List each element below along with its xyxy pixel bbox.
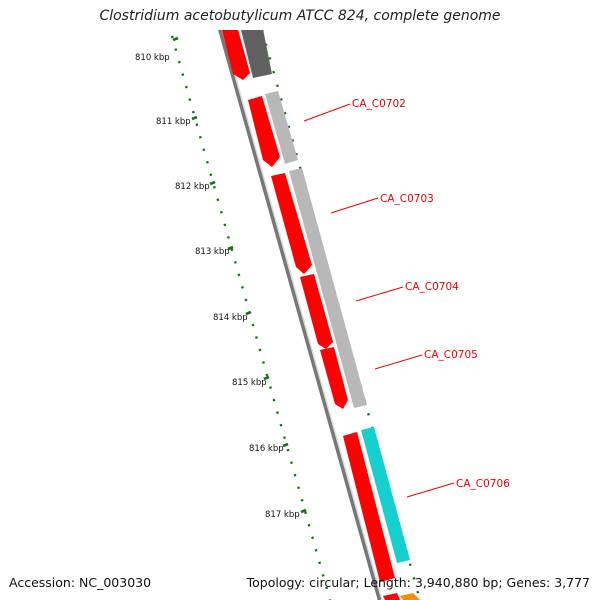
tick-label-815: 815 kbp [232,378,267,388]
gene-label-CA_C0702[interactable]: CA_C0702 [352,98,406,110]
tick-label-812: 812 kbp [175,182,210,192]
cds-arrow-0705 [320,347,348,409]
leader-CA_C0703 [330,197,379,214]
gene-label-CA_C0704[interactable]: CA_C0704 [405,281,459,293]
cds-arrow-0702 [248,96,280,167]
leader-CA_C0702 [303,103,351,122]
gene-label-CA_C0705[interactable]: CA_C0705 [424,349,478,361]
cog-block-0706 [361,427,410,563]
map-title: Clostridium acetobutylicum ATCC 824, com… [99,8,501,24]
tick-label-811: 811 kbp [156,117,191,127]
tick-label-817: 817 kbp [265,510,300,520]
cog-block-0702 [265,91,298,164]
genome-summary-text: Topology: circular; Length: 3,940,880 bp… [246,575,590,590]
tick-label-816: 816 kbp [249,444,284,454]
cds-arrow-bottom [383,593,400,600]
tick-label-814: 814 kbp [213,313,248,323]
cog-block-0703 [289,168,367,408]
leader-CA_C0705 [374,354,423,370]
accession-text: Accession: NC_003030 [9,575,152,590]
cds-arrow-0706 [343,432,395,582]
tick-label-813: 813 kbp [195,247,230,257]
leader-CA_C0704 [355,286,404,302]
cog-block-orange [400,593,420,600]
genome-backbone [218,30,383,600]
backbone-highlight [221,30,383,600]
scale-major-ticks [172,36,307,514]
leader-CA_C0706 [406,482,455,498]
cds-arrow-0704 [300,274,333,349]
cog-block-dark [241,30,272,78]
gene-label-CA_C0703[interactable]: CA_C0703 [380,193,434,205]
gene-label-CA_C0706[interactable]: CA_C0706 [456,478,510,490]
cds-arrow-0703 [271,173,312,274]
cds-arrow-top [222,30,250,80]
tick-label-810: 810 kbp [135,53,170,63]
